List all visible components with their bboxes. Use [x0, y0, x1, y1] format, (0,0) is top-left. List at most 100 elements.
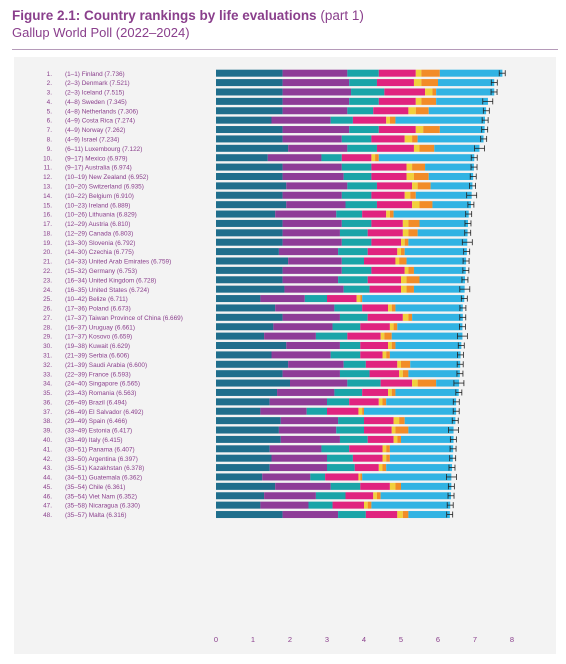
bar-segment — [282, 135, 342, 143]
bar-segment — [264, 332, 316, 340]
country-label: (1–1) Finland (7.736) — [65, 71, 125, 78]
rank-label: 31. — [43, 352, 52, 359]
bar-segment — [388, 388, 392, 396]
bar-segment — [334, 388, 363, 396]
bar-segment — [216, 79, 283, 87]
bar-segment — [356, 295, 361, 303]
bar-segment — [367, 229, 403, 237]
country-label: (21–39) Saudi Arabia (6.600) — [65, 362, 147, 369]
bar-segment — [406, 163, 413, 171]
bar-segment — [216, 257, 289, 265]
bar-segment — [282, 163, 342, 171]
bar-segment — [376, 492, 381, 500]
bar-segment — [406, 257, 467, 265]
bar-segment — [421, 69, 440, 77]
bar-segment — [358, 473, 361, 481]
bar-segment — [412, 201, 420, 209]
bar-segment — [216, 313, 283, 321]
bar-segment — [216, 323, 274, 331]
bar-segment — [436, 379, 460, 387]
bar-segment — [216, 154, 268, 162]
bar-segment — [402, 229, 409, 237]
bar-segment — [275, 304, 335, 312]
bar-segment — [275, 210, 337, 218]
country-label: (10–22) Belgium (6.910) — [65, 193, 134, 200]
country-label: (33–49) Italy (6.415) — [65, 437, 123, 444]
bar-segment — [345, 201, 377, 209]
rank-label: 23. — [43, 277, 52, 284]
country-label: (4–9) Costa Rica (7.274) — [65, 118, 135, 125]
bar-segment — [269, 464, 327, 472]
country-label: (33–50) Argentina (6.397) — [65, 456, 138, 463]
bar-segment — [216, 464, 270, 472]
bar-segment — [349, 398, 379, 406]
x-tick-label: 8 — [510, 635, 514, 644]
rank-label: 43. — [43, 465, 52, 472]
rank-label: 34. — [43, 381, 52, 388]
bar-segment — [216, 238, 283, 246]
figure-title-bold: Figure 2.1: Country rankings by life eva… — [12, 8, 317, 23]
bar-segment — [402, 370, 409, 378]
bar-segment — [404, 266, 409, 274]
x-tick-label: 6 — [436, 635, 440, 644]
bar-segment — [432, 201, 471, 209]
rank-label: 47. — [43, 503, 52, 510]
bar-segment — [216, 144, 289, 152]
country-label: (17–37) Taiwan Province of China (6.669) — [65, 315, 183, 322]
bar-segment — [415, 107, 429, 115]
bar-segment — [282, 276, 339, 284]
bar-segment — [349, 445, 383, 453]
bar-segment — [371, 163, 407, 171]
bar-segment — [408, 229, 418, 237]
bar-segment — [341, 163, 372, 171]
bar-segment — [330, 116, 353, 124]
country-label: (26–49) El Salvador (6.492) — [65, 409, 144, 416]
bar-segment — [388, 342, 392, 349]
bar-segment — [367, 276, 401, 284]
country-label: (35–54) Chile (6.361) — [65, 484, 125, 491]
bar-segment — [216, 248, 279, 256]
country-label: (35–58) Nicaragua (6.330) — [65, 503, 140, 510]
bar-segment — [260, 295, 305, 303]
bar-segment — [338, 417, 364, 425]
x-tick-label: 3 — [325, 635, 329, 644]
bar-segment — [308, 501, 333, 509]
bar-segment — [415, 191, 472, 199]
bar-segment — [282, 172, 344, 180]
bar-segment — [280, 435, 340, 443]
bar-segment — [282, 69, 348, 77]
bar-segment — [216, 97, 283, 105]
bar-segment — [341, 191, 372, 199]
bar-segment — [216, 342, 287, 349]
bar-segment — [408, 238, 468, 246]
rank-label: 25. — [43, 296, 52, 303]
bar-segment — [391, 426, 396, 434]
rank-label: 8. — [47, 137, 53, 144]
bar-segment — [216, 445, 270, 453]
bar-segment — [271, 454, 327, 462]
rank-label: 24. — [43, 287, 52, 294]
bar-segment — [216, 285, 285, 293]
figure-title: Figure 2.1: Country rankings by life eva… — [12, 8, 364, 23]
bar-segment — [339, 435, 368, 443]
bar-segment — [362, 388, 389, 396]
bar-segment — [397, 435, 401, 443]
bar-segment — [430, 182, 473, 190]
bar-segment — [327, 464, 355, 472]
bar-segment — [216, 482, 276, 490]
bar-segment — [408, 426, 454, 434]
bar-segment — [362, 295, 465, 303]
bar-segment — [216, 88, 283, 96]
country-label: (4–9) Norway (7.262) — [65, 127, 125, 134]
bar-segment — [365, 511, 398, 519]
country-label: (23–43) Romania (6.563) — [65, 390, 136, 397]
bar-segment — [282, 97, 350, 105]
bar-segment — [378, 69, 416, 77]
bar-segment — [362, 304, 389, 312]
rank-label: 2. — [47, 80, 53, 87]
country-label: (10–26) Lithuania (6.829) — [65, 212, 137, 219]
bar-segment — [347, 69, 379, 77]
bar-segment — [384, 332, 392, 340]
x-tick-label: 2 — [288, 635, 292, 644]
country-label: (29–49) Spain (6.466) — [65, 418, 127, 425]
